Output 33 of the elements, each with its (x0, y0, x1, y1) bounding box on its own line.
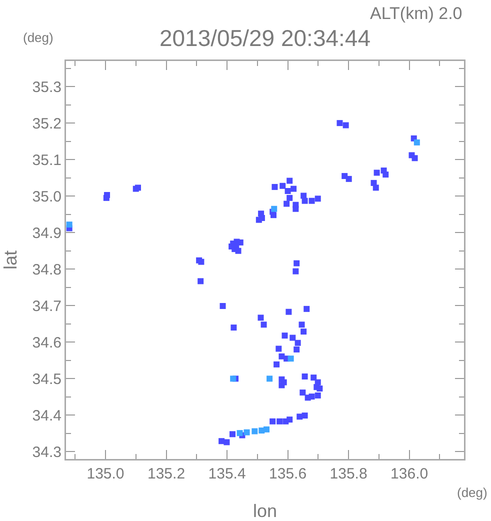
x-tick-label: 136.0 (390, 466, 428, 482)
point (244, 429, 250, 436)
point (264, 426, 270, 432)
x-tick-label: 135.8 (330, 466, 368, 482)
y-axis-title: lat (0, 250, 21, 270)
x-tick-label: 135.6 (269, 466, 307, 482)
text: ALT(km) 2.0 (370, 4, 462, 23)
y-tick-label: 34.9 (32, 224, 62, 242)
x-axis-title: lon (252, 501, 278, 521)
point (252, 428, 258, 434)
point (271, 206, 278, 212)
y-tick-label: 35.3 (32, 78, 62, 96)
y-tick-label: 34.6 (32, 334, 62, 352)
y-tick-label: 34.5 (32, 370, 62, 388)
y-tick-label: 34.8 (32, 261, 62, 278)
chart-title: 2013/05/29 20:34:44 (159, 25, 371, 52)
text: (deg) (457, 485, 488, 500)
y-tick-label: 35.2 (32, 115, 62, 132)
y-tick-label: 35.0 (32, 188, 62, 206)
x-tick-label: 135.4 (208, 466, 246, 482)
y-tick-label: 34.7 (32, 298, 62, 315)
x-tick-label: 135.0 (86, 466, 124, 482)
point (288, 356, 294, 362)
point (414, 139, 420, 146)
y-tick-label: 35.1 (32, 152, 62, 169)
point (230, 376, 236, 382)
point (66, 222, 72, 228)
y-tick-label: 34.3 (32, 444, 62, 461)
point (266, 376, 273, 382)
point (236, 430, 243, 436)
text: (deg) (23, 30, 54, 45)
y-tick-label: 34.4 (32, 407, 62, 424)
x-tick-label: 135.2 (147, 466, 186, 482)
